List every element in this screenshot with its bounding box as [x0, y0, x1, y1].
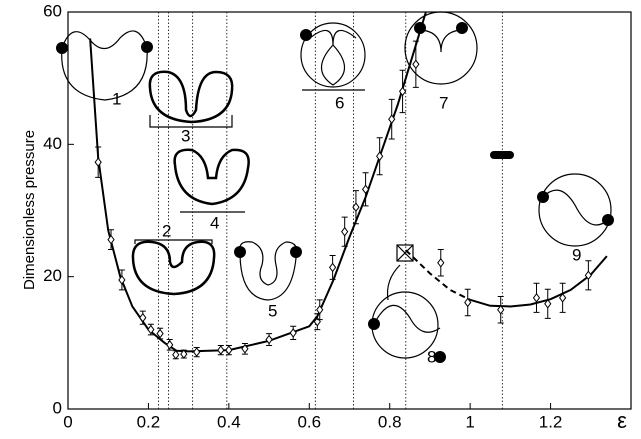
dot [602, 214, 614, 226]
x-tick-label: 0.6 [297, 412, 321, 431]
x-tick-label: 0.4 [217, 412, 241, 431]
shape-drawing [300, 22, 366, 88]
annotation: 5 [268, 301, 277, 320]
data-point [316, 304, 324, 315]
data-point [328, 262, 337, 273]
shape-drawing [309, 29, 357, 86]
shape-drawing [373, 304, 441, 333]
shape-drawing [239, 241, 298, 301]
annotation: 4 [210, 213, 219, 232]
shape-drawing [131, 240, 216, 296]
data-point [193, 347, 201, 357]
y-tick-label: 0 [53, 398, 62, 417]
data-point [139, 312, 147, 323]
data-point [241, 343, 249, 354]
data-point [289, 328, 297, 338]
data-point [464, 297, 472, 308]
data-point [172, 349, 180, 360]
dot [537, 191, 549, 203]
annotation: 1 [112, 89, 121, 108]
shape-drawing [538, 173, 612, 247]
dot [56, 42, 68, 54]
data-point [584, 270, 592, 281]
dot [290, 246, 302, 258]
annotation: 8 [427, 347, 436, 366]
data-point [166, 339, 174, 350]
dot [368, 318, 380, 330]
y-tick-label: 40 [43, 134, 62, 153]
x-axis-label: ε [617, 408, 627, 433]
data-point [412, 59, 420, 70]
data-point [225, 345, 233, 355]
data-point [265, 334, 273, 345]
data-point [156, 328, 164, 339]
marker-box [396, 244, 414, 262]
x-tick-label: 0.2 [137, 412, 161, 431]
data-point [107, 234, 115, 245]
marker-box [396, 244, 414, 262]
data-point [180, 349, 188, 359]
shape-drawing [542, 189, 609, 226]
data-point [388, 114, 396, 125]
data-point [341, 226, 349, 237]
blob [490, 151, 514, 159]
shape-insets: 1 3 4 2 5 6 7 8 [56, 11, 614, 366]
bracket [134, 239, 213, 244]
annotation: 9 [572, 245, 581, 264]
shape-drawing [148, 70, 234, 124]
bracket [149, 115, 233, 128]
fit-curve [89, 11, 427, 353]
dot [456, 22, 468, 34]
shape-drawing [61, 30, 148, 101]
shape-drawing [404, 11, 478, 85]
data-point [559, 293, 567, 303]
y-axis-label: Dimensionless pressure [21, 130, 38, 290]
data-point [398, 86, 407, 97]
data-point [497, 304, 505, 315]
x-tick-label: 1.2 [539, 412, 563, 431]
data-point [313, 316, 321, 327]
data-point [352, 202, 360, 213]
y-tick-label: 60 [43, 1, 62, 20]
annotation: 2 [162, 221, 171, 240]
plot-frame [67, 11, 632, 410]
dot [414, 22, 426, 34]
dot [141, 41, 153, 53]
data-point [361, 184, 370, 195]
arrow [386, 264, 401, 301]
dot [234, 246, 246, 258]
data-point [147, 324, 155, 335]
annotation: 6 [335, 93, 344, 112]
fit-curve [405, 249, 471, 301]
annotation: 7 [439, 93, 448, 112]
x-tick-label: 0 [63, 412, 72, 431]
data-point [544, 298, 552, 309]
data-point [217, 345, 225, 355]
shape-drawing [417, 29, 465, 53]
data-point [437, 257, 445, 268]
x-tick-label: 0.8 [378, 412, 402, 431]
y-tick-label: 20 [43, 266, 62, 285]
shape-drawing [173, 148, 250, 206]
dot [434, 351, 446, 363]
data-point [118, 275, 126, 285]
x-tick-label: 1 [465, 412, 474, 431]
dot [300, 29, 312, 41]
annotation: 3 [181, 126, 190, 145]
data-point [376, 151, 384, 162]
data-point [532, 293, 541, 303]
data-point [94, 157, 102, 168]
